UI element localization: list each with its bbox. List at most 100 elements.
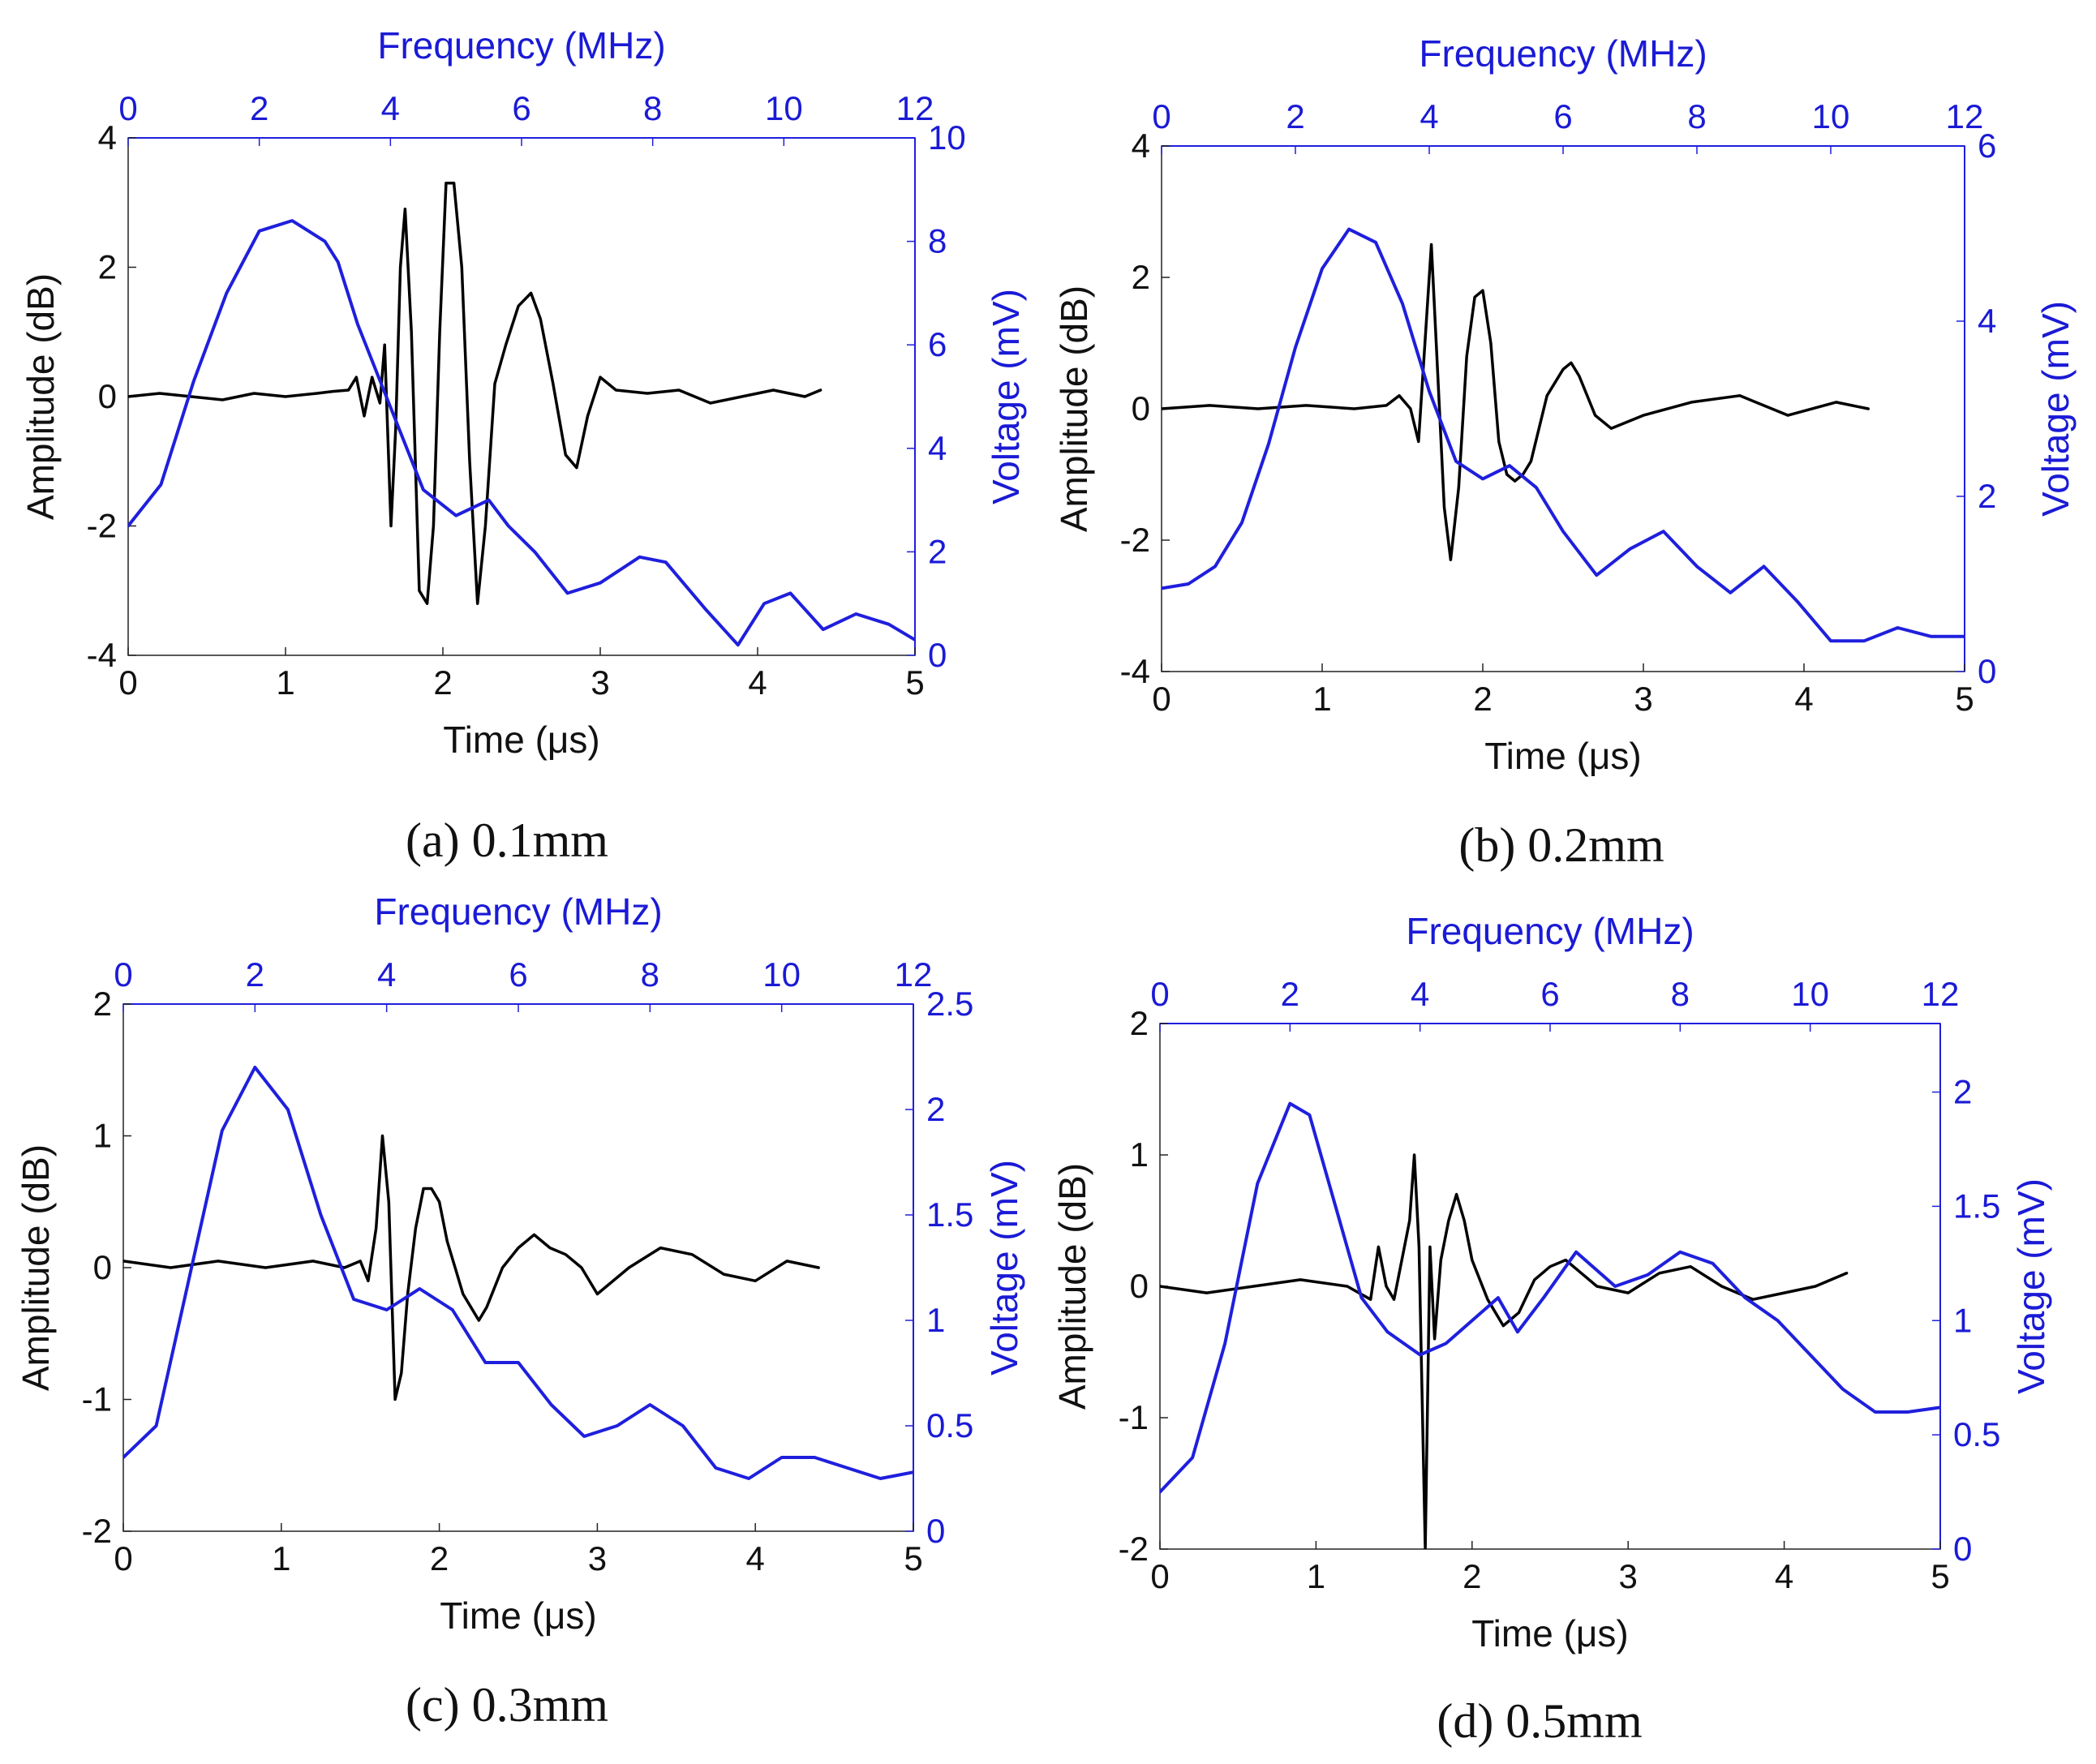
x-tick-label: 4 — [1775, 1557, 1793, 1595]
panel-caption: (a) 0.1mm — [406, 813, 608, 867]
y-tick-label: -4 — [87, 636, 117, 674]
x-tick-label: 1 — [272, 1539, 290, 1577]
x-tick-label: 0 — [114, 1539, 132, 1577]
y2-tick-label: 8 — [928, 222, 947, 260]
x-tick-label: 5 — [905, 663, 924, 702]
amplitude-time-line — [128, 182, 823, 605]
y-tick-label: 0 — [93, 1248, 112, 1286]
y2-tick-label: 0.5 — [926, 1406, 973, 1444]
panel-caption: (d) 0.5mm — [1437, 1694, 1642, 1748]
x-tick-label: 3 — [591, 663, 609, 702]
x-axis-title: Time (μs) — [440, 1594, 596, 1637]
y-axis-title: Amplitude (dB) — [19, 273, 62, 520]
y2-tick-label: 1.5 — [926, 1195, 973, 1234]
voltage-frequency-line — [1160, 1101, 1940, 1494]
x2-tick-label: 8 — [641, 955, 659, 994]
y-tick-label: 0 — [98, 377, 117, 415]
y2-tick-label: 0 — [928, 636, 947, 674]
plot-area — [1161, 145, 1965, 672]
panel-caption: (c) 0.3mm — [406, 1678, 608, 1732]
y2-tick-label: 6 — [1978, 127, 1996, 165]
amplitude-time-line — [1162, 242, 1870, 562]
y2-tick-label: 0 — [926, 1512, 945, 1550]
voltage-frequency-line — [1162, 227, 1965, 643]
y2-tick-label: 2 — [928, 532, 947, 570]
y-tick-label: 2 — [98, 248, 117, 286]
x2-tick-label: 6 — [512, 89, 530, 127]
x-tick-label: 5 — [1931, 1557, 1949, 1595]
y-tick-label: -2 — [1119, 1530, 1149, 1568]
x2-axis-title: Frequency (MHz) — [1406, 910, 1694, 952]
x2-tick-label: 12 — [1946, 97, 1984, 135]
x-tick-label: 2 — [1462, 1557, 1481, 1595]
y2-tick-label: 0.5 — [1953, 1415, 2000, 1453]
y-tick-label: 2 — [93, 985, 112, 1023]
x-tick-label: 1 — [1312, 680, 1331, 718]
y2-tick-label: 2.5 — [926, 985, 973, 1023]
y-tick-label: -1 — [1119, 1398, 1149, 1436]
y2-tick-label: 6 — [928, 325, 947, 363]
x2-tick-label: 4 — [1420, 97, 1438, 135]
y-tick-label: 4 — [98, 118, 117, 157]
x2-tick-label: 10 — [762, 955, 801, 994]
x2-tick-label: 2 — [1286, 97, 1304, 135]
x-tick-label: 3 — [1634, 680, 1652, 718]
x2-tick-label: 6 — [1553, 97, 1572, 135]
y-tick-label: 4 — [1132, 127, 1150, 165]
x2-axis-title: Frequency (MHz) — [377, 24, 665, 67]
x2-axis-title: Frequency (MHz) — [374, 891, 662, 933]
plot-area — [122, 1003, 914, 1532]
y2-tick-label: 1.5 — [1953, 1187, 2000, 1225]
y-tick-label: 1 — [93, 1117, 112, 1155]
y2-axis-title: Voltage (mV) — [2010, 1178, 2052, 1394]
y-tick-label: 0 — [1130, 1267, 1149, 1305]
x-tick-label: 4 — [746, 1539, 765, 1577]
x-tick-label: 4 — [748, 663, 767, 702]
x2-tick-label: 4 — [377, 955, 396, 994]
y2-tick-label: 0 — [1953, 1530, 1972, 1568]
x2-tick-label: 0 — [118, 89, 137, 127]
x-axis-title: Time (μs) — [1484, 735, 1641, 777]
x-tick-label: 0 — [1150, 1557, 1169, 1595]
y2-tick-label: 4 — [928, 429, 947, 467]
y-tick-label: 2 — [1132, 258, 1150, 296]
x2-tick-label: 6 — [509, 955, 527, 994]
x-tick-label: 2 — [433, 663, 452, 702]
x2-tick-label: 12 — [896, 89, 934, 127]
x2-tick-label: 0 — [1150, 975, 1169, 1013]
x-tick-label: 0 — [118, 663, 137, 702]
y-tick-label: -2 — [87, 507, 117, 545]
x-tick-label: 5 — [1955, 680, 1974, 718]
x-tick-label: 2 — [430, 1539, 449, 1577]
x2-axis-title: Frequency (MHz) — [1419, 32, 1707, 75]
voltage-frequency-line — [123, 1066, 913, 1480]
y-tick-label: -2 — [82, 1512, 112, 1550]
x-tick-label: 2 — [1473, 680, 1492, 718]
x2-tick-label: 8 — [1687, 97, 1706, 135]
x2-tick-label: 2 — [250, 89, 268, 127]
y-axis-title: Amplitude (dB) — [1051, 1163, 1093, 1410]
x2-tick-label: 6 — [1540, 975, 1559, 1013]
x2-tick-label: 2 — [246, 955, 264, 994]
x-tick-label: 0 — [1152, 680, 1170, 718]
y-tick-label: 0 — [1132, 389, 1150, 427]
y2-tick-label: 4 — [1978, 302, 1996, 340]
x2-tick-label: 12 — [895, 955, 933, 994]
x-axis-title: Time (μs) — [1471, 1612, 1628, 1655]
x2-tick-label: 0 — [1152, 97, 1170, 135]
panel-caption: (b) 0.2mm — [1458, 818, 1664, 872]
y2-axis-title: Voltage (mV) — [983, 1160, 1025, 1376]
x-tick-label: 3 — [1619, 1557, 1638, 1595]
y2-tick-label: 2 — [926, 1090, 945, 1128]
x2-tick-label: 8 — [1671, 975, 1690, 1013]
y-tick-label: -4 — [1120, 652, 1150, 690]
y-tick-label: 1 — [1130, 1135, 1149, 1174]
y2-tick-label: 0 — [1978, 652, 1996, 690]
amplitude-time-line — [1160, 1153, 1849, 1549]
x-tick-label: 3 — [588, 1539, 607, 1577]
